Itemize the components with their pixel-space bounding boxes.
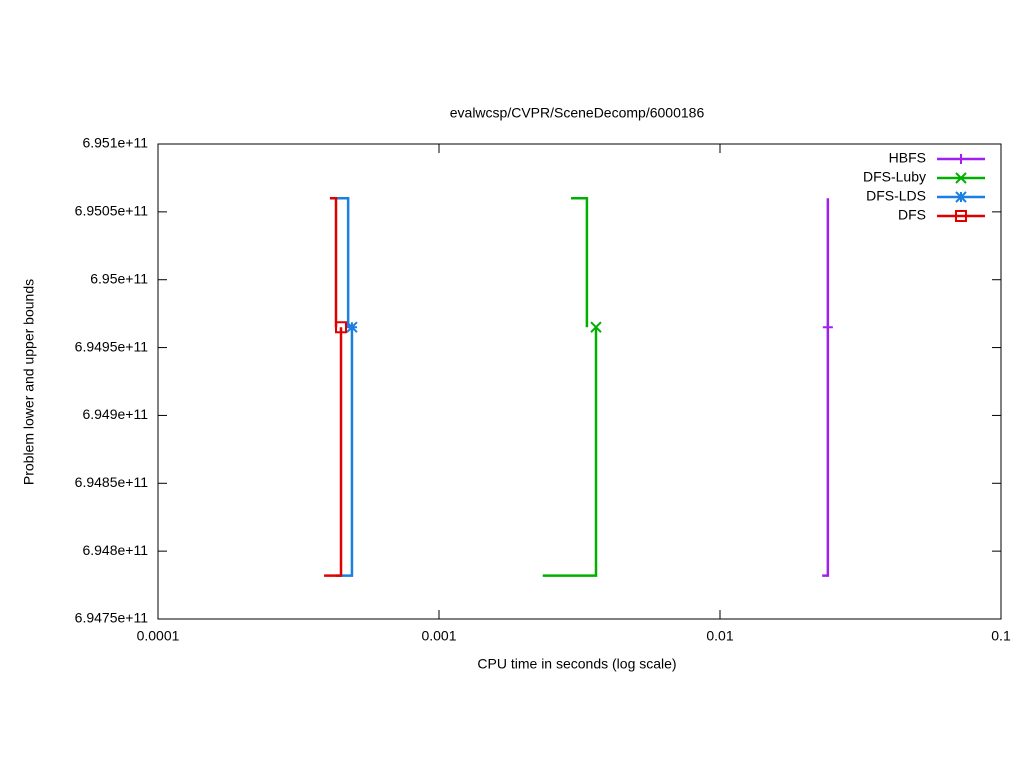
marker bbox=[955, 191, 967, 203]
y-tick-label: 6.9485e+11 bbox=[75, 474, 149, 490]
x-tick-label: 0.01 bbox=[706, 628, 733, 644]
y-axis-label: Problem lower and upper bounds bbox=[21, 279, 37, 485]
plot-border bbox=[157, 143, 1002, 620]
marker bbox=[955, 210, 967, 222]
chart-title: evalwcsp/CVPR/SceneDecomp/6000186 bbox=[450, 105, 705, 121]
legend-label: DFS-LDS bbox=[866, 188, 926, 204]
x-tick-label: 0.0001 bbox=[137, 628, 180, 644]
y-tick-label: 6.9495e+11 bbox=[75, 338, 149, 354]
series-line bbox=[542, 197, 598, 577]
marker bbox=[346, 321, 358, 333]
y-tick-label: 6.9505e+11 bbox=[75, 203, 149, 219]
marker bbox=[335, 321, 348, 334]
legend-label: DFS bbox=[898, 207, 926, 223]
y-tick-label: 6.951e+11 bbox=[82, 135, 148, 151]
marker bbox=[822, 322, 833, 333]
y-tick-label: 6.948e+11 bbox=[82, 542, 148, 558]
series-line bbox=[336, 197, 354, 577]
y-tick-label: 6.9475e+11 bbox=[75, 610, 149, 626]
y-tick-label: 6.949e+11 bbox=[82, 406, 148, 422]
marker bbox=[955, 172, 967, 184]
legend-label: HBFS bbox=[889, 150, 926, 166]
x-axis-label: CPU time in seconds (log scale) bbox=[477, 656, 676, 672]
marker bbox=[590, 321, 602, 333]
marker bbox=[956, 154, 966, 164]
series-line bbox=[324, 197, 343, 577]
x-tick-label: 0.1 bbox=[991, 628, 1011, 644]
x-tick-label: 0.001 bbox=[421, 628, 456, 644]
series-line bbox=[822, 198, 830, 577]
y-tick-label: 6.95e+11 bbox=[90, 270, 148, 286]
legend-label: DFS-Luby bbox=[863, 169, 926, 185]
